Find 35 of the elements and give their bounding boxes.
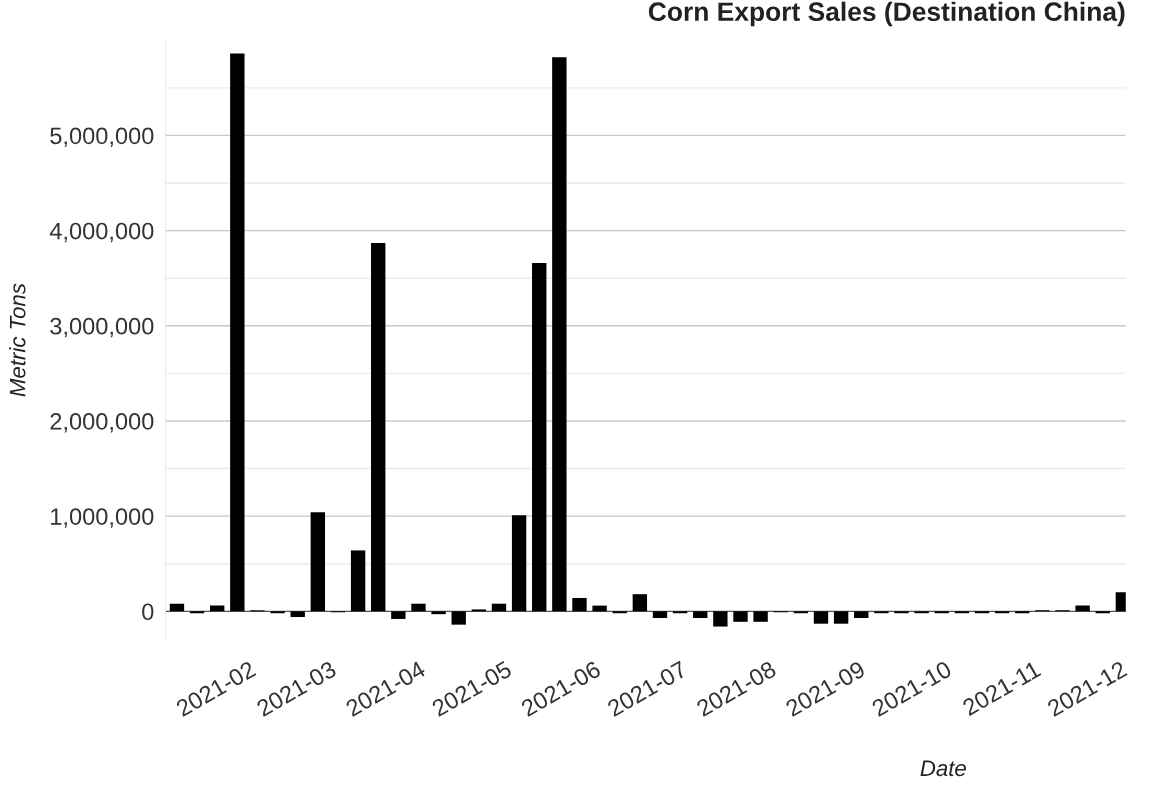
bar [713,611,728,627]
bar [310,512,326,612]
bar [431,611,446,615]
y-tick-label: 5,000,000 [50,127,154,147]
bar [230,53,245,612]
bar [371,242,386,612]
y-tick-label: 3,000,000 [50,317,154,338]
bar [511,515,527,612]
bar [350,550,366,612]
bar [491,603,507,612]
bar [552,57,567,612]
bar [652,611,668,618]
bar [833,611,849,624]
bar [169,603,185,612]
bar [451,611,466,625]
bar [411,603,426,612]
y-tick-label: 4,000,000 [49,222,154,243]
y-tick-label: 0 [142,603,154,621]
bar [572,598,587,612]
bar [290,611,305,618]
bar [632,594,648,612]
bar [532,262,547,612]
x-axis-title: Date [920,760,966,777]
y-axis-title: Metric Tons [9,283,26,397]
bar [592,605,607,612]
chart-title: Corn Export Sales (Destination China) [648,1,1125,27]
bar [733,611,748,622]
bar [854,611,869,618]
bar [693,611,708,618]
bar [391,611,406,619]
y-tick-label: 2,000,000 [50,413,154,433]
bar [1075,605,1090,612]
y-tick-label: 1,000,000 [51,508,154,528]
bar [813,611,829,624]
bar [753,611,768,622]
